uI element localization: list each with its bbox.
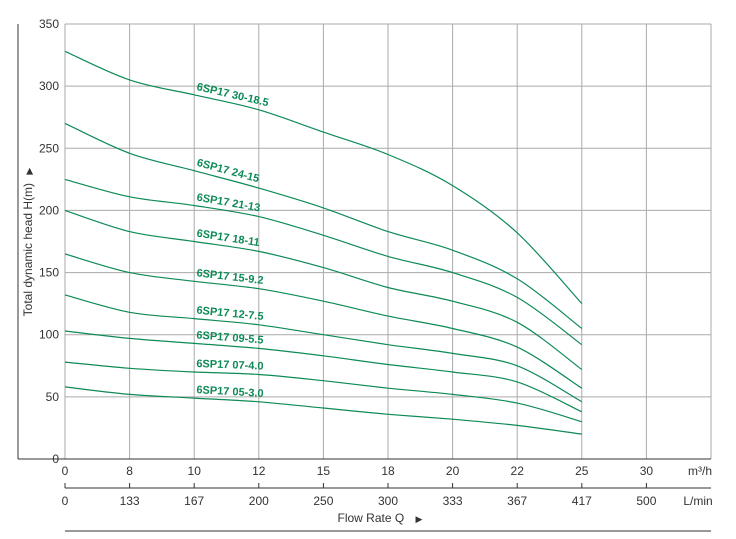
x2-tick-label: 500 <box>636 494 656 508</box>
y-tick-label: 150 <box>39 266 59 280</box>
series-label: 6SP17 07-4.0 <box>196 358 264 373</box>
x2-tick-label: 0 <box>62 494 69 508</box>
series-label: 6SP17 09-5.5 <box>196 329 264 346</box>
series-line <box>64 330 583 413</box>
grid <box>64 23 712 459</box>
series-label: 6SP17 24-15 <box>195 157 260 185</box>
x-tick-label: 8 <box>126 464 133 478</box>
series-line <box>64 50 583 305</box>
y-tick-label: 50 <box>46 390 60 404</box>
series-line <box>64 178 583 346</box>
x-tick-label: 0 <box>62 464 69 478</box>
y-tick-label: 250 <box>39 141 59 155</box>
x-tick-label: 18 <box>381 464 395 478</box>
series-line <box>64 361 582 423</box>
y-axis-title: Total dynamic head H(m) ▶ <box>21 168 35 317</box>
x2-unit-label: L/min <box>683 494 712 508</box>
x2-tick-label: 200 <box>249 494 269 508</box>
x2-tick-label: 333 <box>443 494 463 508</box>
x-axis-arrow-icon: ▶ <box>416 514 423 524</box>
x-tick-label: 25 <box>575 464 589 478</box>
curves <box>64 50 583 435</box>
x2-tick-label: 417 <box>572 494 592 508</box>
y-axis-title-text: Total dynamic head H(m) <box>21 183 35 316</box>
x-tick-label: 22 <box>511 464 525 478</box>
x-tick-label: 30 <box>640 464 654 478</box>
x-unit-label: m³/h <box>688 464 712 478</box>
x2-tick-label: 367 <box>507 494 527 508</box>
y-tick-label: 100 <box>39 328 59 342</box>
y-axis-arrow-icon: ▶ <box>24 168 34 175</box>
series-line <box>64 253 583 389</box>
x2-tick-label: 300 <box>378 494 398 508</box>
y-tick-label: 200 <box>39 203 59 217</box>
x2-tick-label: 250 <box>313 494 333 508</box>
y-tick-label: 300 <box>39 79 59 93</box>
series-label: 6SP17 15-9.2 <box>196 267 264 287</box>
x-axis-title-text: Flow Rate Q <box>338 511 405 525</box>
axes: 0 50 100 150 200 250 300 350 0 8 10 12 15 18 20 22 25 300… <box>17 17 711 532</box>
y-tick-label: 350 <box>39 17 59 31</box>
x-tick-label: 20 <box>446 464 460 478</box>
x-tick-label: 12 <box>252 464 266 478</box>
x-tick-label: 15 <box>317 464 331 478</box>
series-line <box>64 386 582 435</box>
series-line <box>64 294 583 403</box>
x2-tick-label: 167 <box>184 494 204 508</box>
series-line <box>64 122 583 329</box>
series-line <box>64 209 583 370</box>
x2-tick-label: 133 <box>120 494 140 508</box>
x-axis-title: Flow Rate Q ▶ <box>338 511 423 525</box>
x-tick-label: 10 <box>188 464 202 478</box>
series-label: 6SP17 05-3.0 <box>196 384 264 400</box>
